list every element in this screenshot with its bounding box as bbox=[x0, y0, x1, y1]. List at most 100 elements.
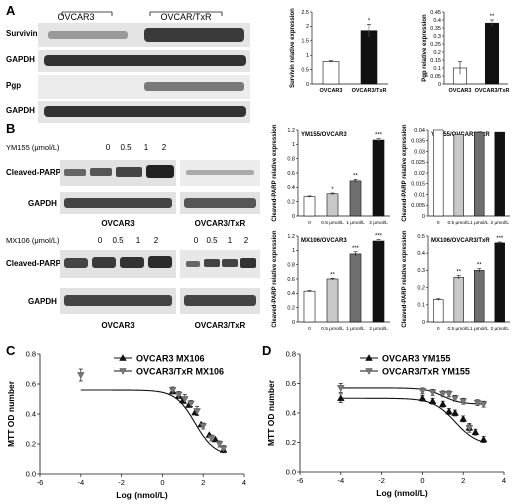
mx106-group-label-txr: OVCAR3/TxR bbox=[195, 321, 246, 330]
y-tick-label: 0.6 bbox=[287, 171, 295, 177]
y-tick-label: 0.4 bbox=[26, 410, 36, 419]
significance-marker: ** bbox=[477, 263, 482, 269]
legend-marker bbox=[365, 354, 373, 361]
data-point-triangle-up bbox=[459, 414, 468, 422]
y-axis-label: Cleaved-PARP relative expression bbox=[402, 124, 408, 221]
y-tick-label: 0 bbox=[438, 82, 441, 88]
blot-band bbox=[64, 198, 172, 208]
mx106-dose-axis-label: MX106 (μmol/L) bbox=[6, 236, 60, 245]
y-axis-label: Cleaved-PARP relative expression bbox=[272, 124, 278, 221]
x-tick-label: -6 bbox=[37, 478, 44, 487]
bar bbox=[433, 129, 444, 217]
bar bbox=[494, 242, 505, 323]
bar bbox=[303, 290, 316, 323]
data-point-triangle-up bbox=[428, 397, 437, 404]
chart-survivin-expression: 0 0.5 1 1.5 2 2.5 Survivin relative expression… bbox=[290, 8, 388, 94]
y-tick-label: 0.35 bbox=[430, 26, 441, 32]
x-tick-label: -2 bbox=[378, 476, 385, 485]
blot-band bbox=[64, 169, 86, 176]
legend-marker bbox=[119, 368, 127, 375]
data-point-triangle-up bbox=[471, 428, 480, 435]
y-tick-label: 0.4 bbox=[417, 251, 425, 257]
y-tick-label: 1 bbox=[292, 142, 295, 148]
y-tick-label: 1.2 bbox=[287, 128, 295, 134]
data-point-triangle-down bbox=[459, 398, 468, 406]
blot-band bbox=[146, 165, 174, 178]
chart-mx106-ovcar3-txr: 0 0.1 0.2 0.3 0.4 0.5 Cleaved-PARP relative ex… bbox=[402, 230, 510, 332]
x-axis-label: Log (nmol/L) bbox=[116, 490, 168, 500]
x-tick-label: 0 bbox=[160, 478, 164, 487]
blot-row-label-survivin: Survivin bbox=[6, 29, 38, 38]
bar bbox=[349, 253, 362, 323]
data-point-triangle-down bbox=[76, 372, 85, 379]
x-axis-label: Log (nmol/L) bbox=[376, 488, 428, 498]
mx106-txr-dose-0: 0 bbox=[194, 236, 199, 245]
blot-row-label-gapdh-2: GAPDH bbox=[6, 106, 35, 115]
mx106-dose-1: 1 bbox=[136, 236, 141, 245]
y-tick-label: 0.8 bbox=[26, 350, 36, 359]
bar bbox=[322, 61, 340, 85]
bar bbox=[494, 131, 505, 217]
y-tick-label: 0.0 bbox=[26, 470, 36, 479]
panel-letter-d: D bbox=[262, 343, 271, 358]
significance-marker: ** bbox=[456, 270, 461, 276]
x-category-label: 2 μmol/L bbox=[369, 326, 388, 332]
x-category-label: 2 μmol/L bbox=[491, 326, 510, 332]
data-point-triangle-up bbox=[418, 394, 427, 402]
y-tick-label: 0.035 bbox=[411, 139, 425, 145]
y-axis-label: Cleaved-PARP relative expression bbox=[272, 230, 278, 327]
y-tick-label: 0 bbox=[422, 214, 425, 220]
y-axis-label: MTT OD number bbox=[6, 380, 16, 447]
mx106-dose-0: 0 bbox=[98, 236, 103, 245]
x-category-label: 0.5 μmol/L bbox=[448, 220, 471, 226]
y-tick-label: 0.005 bbox=[411, 203, 425, 209]
y-tick-label: 0.6 bbox=[286, 379, 296, 388]
y-tick-label: 0 bbox=[292, 214, 295, 220]
data-point-triangle-down bbox=[207, 435, 216, 442]
x-tick-label: 2 bbox=[201, 478, 205, 487]
y-axis-label: Cleaved-PARP relative expression bbox=[402, 230, 408, 327]
y-tick-label: 0.5 bbox=[301, 67, 309, 73]
blot-band-pgp-txr bbox=[144, 82, 244, 91]
x-category-label: 1 μmol/L bbox=[470, 326, 489, 332]
blot-band bbox=[64, 258, 88, 268]
x-category-label: 0.5 μmol/L bbox=[321, 220, 344, 226]
panel-b-blots: YM155 (μmol/L) 0 0.5 1 2 Cleaved-PARP GA… bbox=[6, 143, 260, 330]
x-category-label: OVCAR3 bbox=[320, 88, 343, 94]
bar bbox=[433, 299, 444, 323]
bar bbox=[474, 131, 485, 217]
x-category-label: 2 μmol/L bbox=[491, 220, 510, 226]
significance-marker: * bbox=[331, 187, 334, 193]
data-point-triangle-down bbox=[451, 395, 459, 403]
data-point-triangle-up bbox=[336, 394, 345, 402]
significance-marker: ** bbox=[490, 14, 495, 20]
y-tick-label: 0.8 bbox=[287, 156, 295, 162]
chart-mtt-mx106: -6 -4 -2 0 2 4 0.0 0.2 0.4 0.6 0.8 Log (nmol/L) MTT … bbox=[6, 350, 246, 501]
y-tick-label: 1.5 bbox=[301, 39, 309, 45]
data-point-triangle-down bbox=[428, 389, 437, 397]
x-category-label: 1 μmol/L bbox=[346, 220, 365, 226]
data-point-triangle-up bbox=[445, 407, 453, 415]
legend-marker bbox=[365, 368, 373, 375]
blot-row-label-gapdh-mx106: GAPDH bbox=[28, 297, 57, 306]
x-tick-label: 4 bbox=[242, 478, 246, 487]
x-category-label: 0.5 μmol/L bbox=[448, 326, 471, 332]
y-tick-label: 2.5 bbox=[301, 10, 309, 16]
y-tick-label: 0.02 bbox=[414, 171, 425, 177]
y-tick-label: 0.4 bbox=[433, 18, 441, 24]
y-tick-label: 1 bbox=[306, 53, 309, 59]
panel-letter-c: C bbox=[6, 343, 16, 358]
mx106-txr-dose-1: 1 bbox=[228, 236, 233, 245]
y-tick-label: 1.2 bbox=[287, 234, 295, 240]
chart-mx106-ovcar3: 0 0.2 0.4 0.6 0.8 1 1.2 Cleaved-PARP relative e… bbox=[272, 230, 390, 332]
x-category-label: 2 μmol/L bbox=[369, 220, 388, 226]
bar bbox=[453, 134, 464, 217]
ym155-dose-0-5: 0.5 bbox=[120, 143, 132, 152]
y-tick-label: 0.8 bbox=[287, 262, 295, 268]
y-tick-label: 0.03 bbox=[414, 149, 425, 155]
data-point-triangle-down bbox=[445, 391, 453, 398]
x-tick-label: -2 bbox=[118, 478, 125, 487]
ym155-dose-0: 0 bbox=[106, 143, 111, 152]
x-category-label: 0 bbox=[308, 220, 311, 226]
legend-label: OVCAR3 YM155 bbox=[382, 354, 450, 364]
